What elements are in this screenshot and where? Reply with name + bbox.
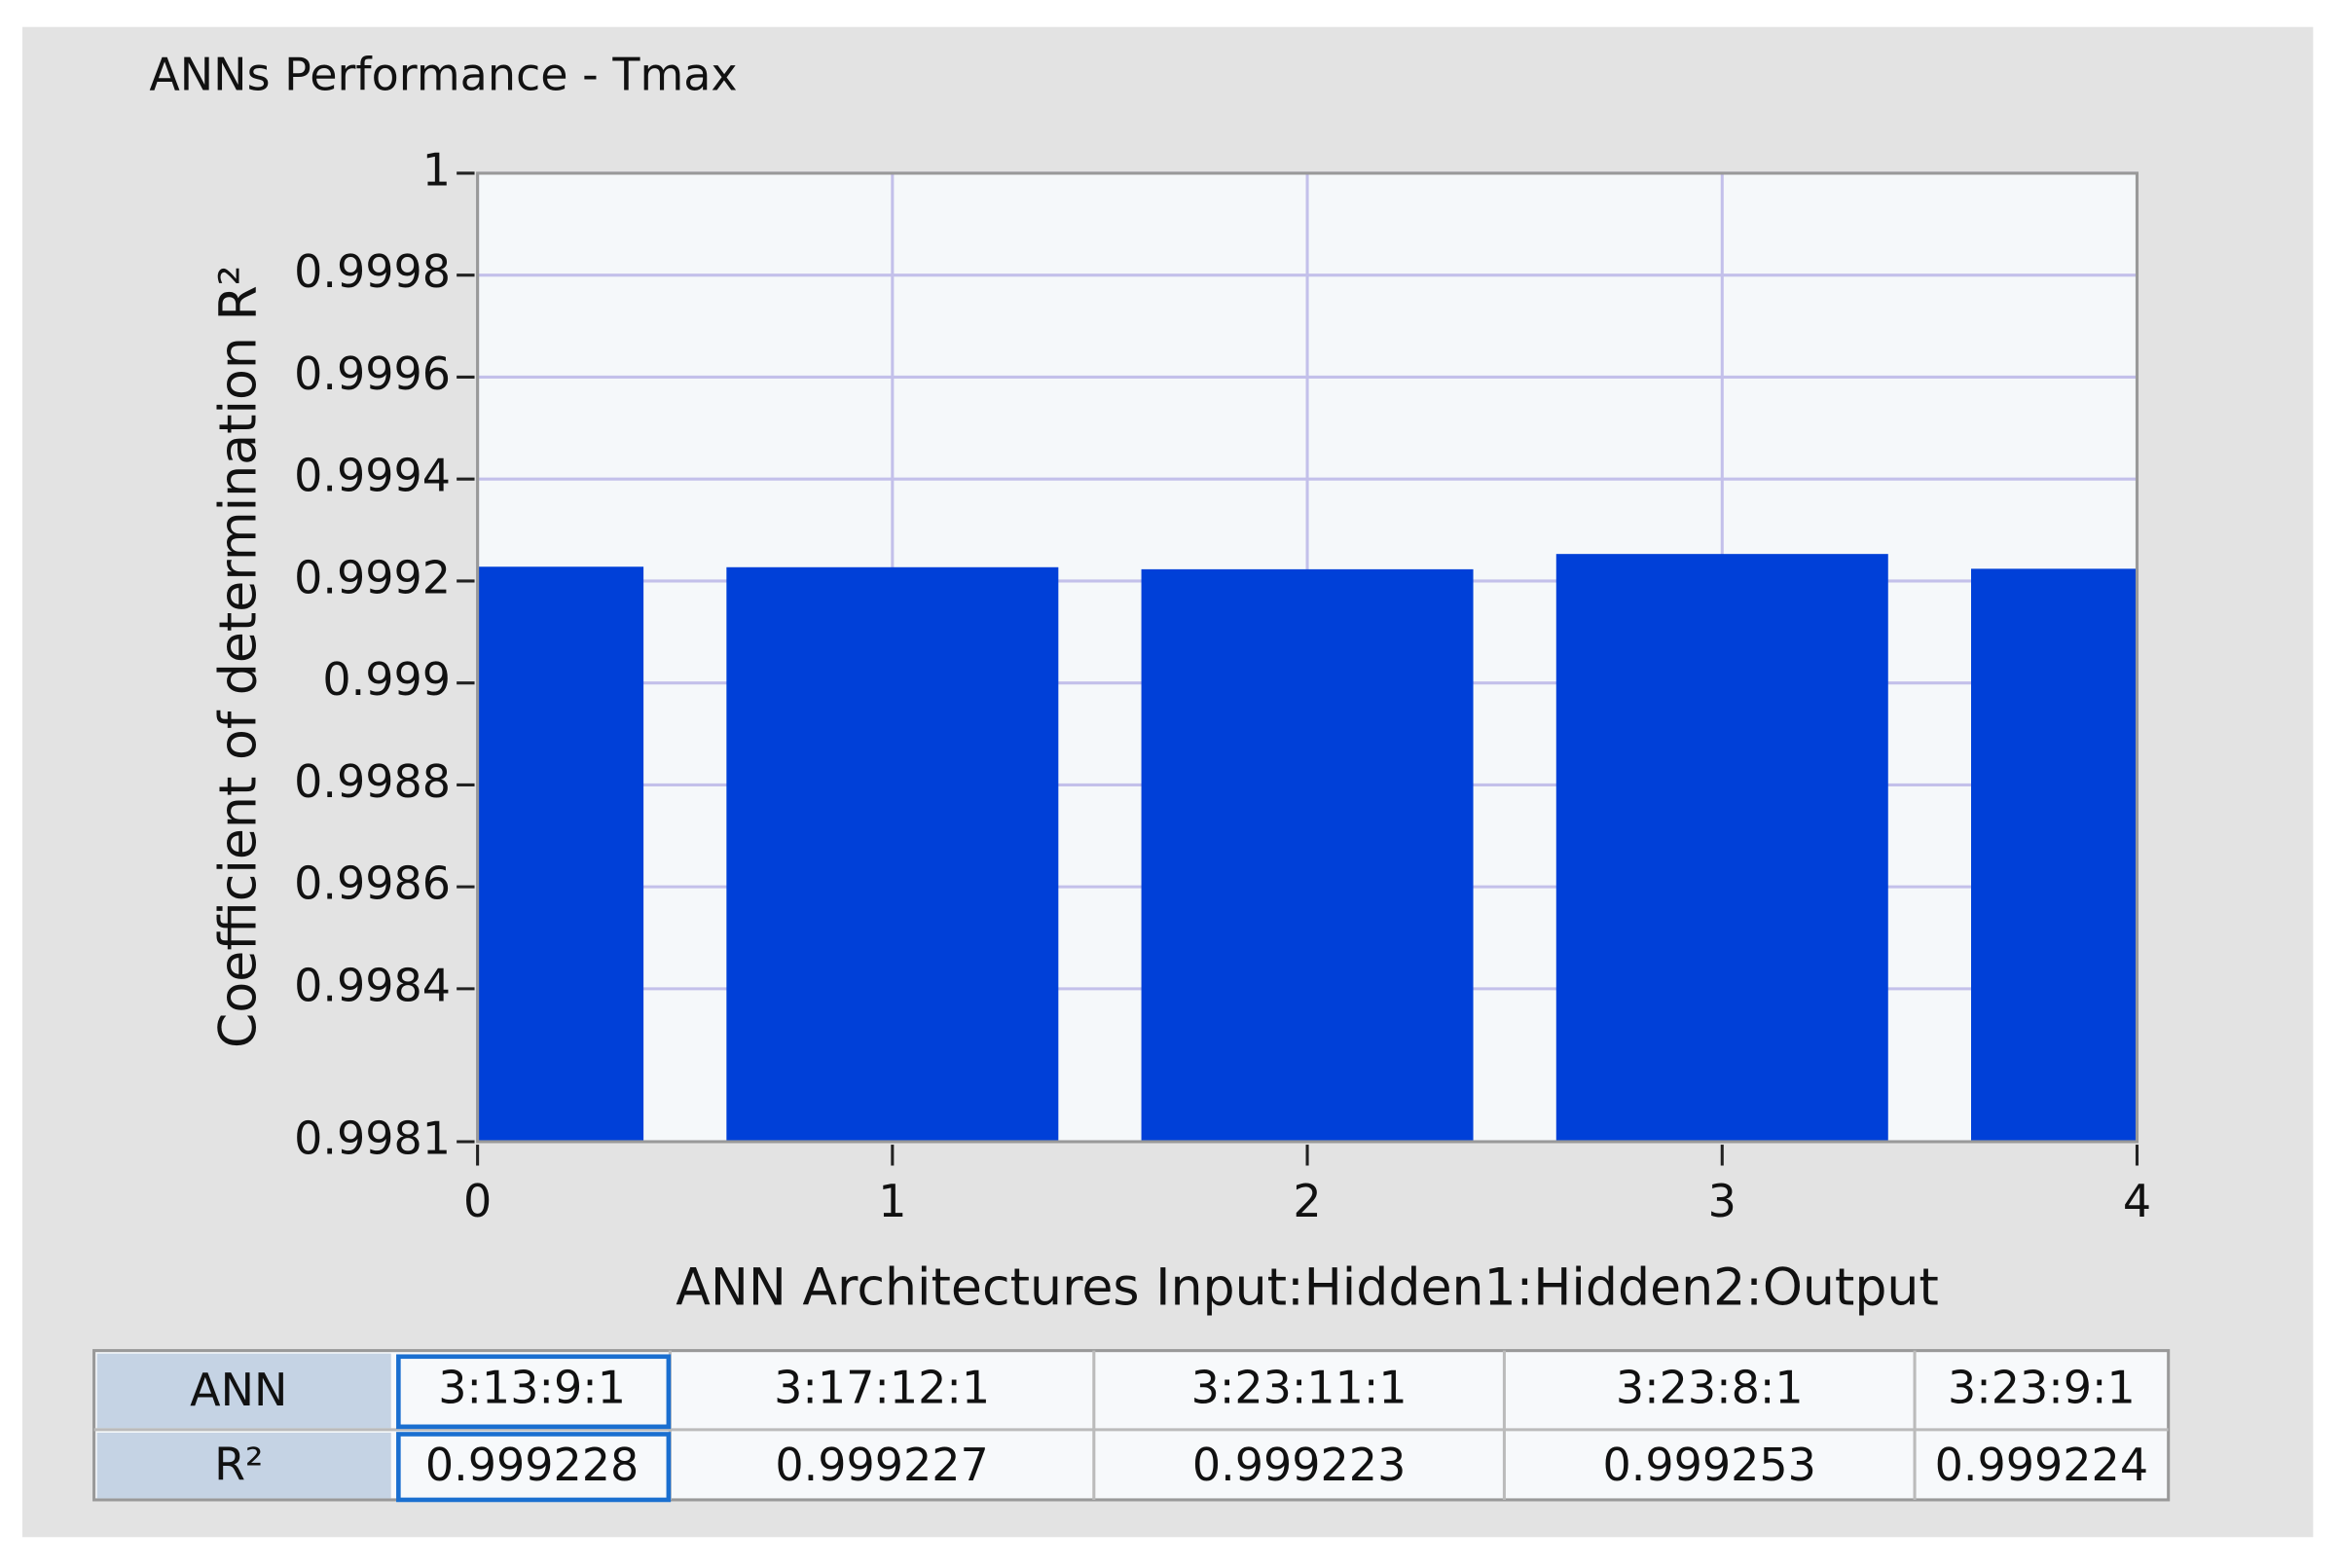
table-cell: 0.999228 xyxy=(425,1439,639,1491)
plot-frame xyxy=(476,171,2139,1144)
y-tick-label: 0.9998 xyxy=(294,245,451,298)
x-tick-label: 0 xyxy=(463,1175,492,1227)
table-cell: 3:23:11:1 xyxy=(1191,1362,1408,1414)
table-cell: 0.999223 xyxy=(1192,1439,1406,1491)
table: ANN R² 3:13:9:1 0.999228 3:17:12:1 0.999227 3:… xyxy=(92,1349,2171,1503)
y-axis-label: Coefficient of determination R² xyxy=(209,265,268,1048)
y-tick-label: 0.999 xyxy=(322,653,451,706)
x-tick-label: 3 xyxy=(1708,1175,1737,1227)
axes: 0.9981 0.9984 0.9986 0.9988 0.999 0.9992 0.999… xyxy=(294,143,2151,1226)
y-tick-label: 0.9981 xyxy=(294,1112,451,1164)
table-cell: 0.999253 xyxy=(1603,1439,1816,1491)
table-cell: 3:13:9:1 xyxy=(438,1362,626,1414)
selected-cell xyxy=(396,1354,672,1430)
y-tick-label: 1 xyxy=(422,143,451,196)
y-tick-label: 0.9988 xyxy=(294,755,451,808)
x-axis-label: ANN Architectures Input:Hidden1:Hidden2:… xyxy=(676,1258,1939,1317)
x-tick-label: 4 xyxy=(2123,1175,2151,1227)
row-header: ANN xyxy=(190,1364,287,1416)
y-tick-label: 0.9986 xyxy=(294,857,451,910)
bars xyxy=(477,554,2138,1142)
table-cell: 3:23:9:1 xyxy=(1948,1362,2136,1414)
y-tick-label: 0.9994 xyxy=(294,450,451,502)
y-tick-label: 0.9984 xyxy=(294,959,451,1011)
row-header-cell xyxy=(96,1432,391,1499)
x-tick-label: 1 xyxy=(878,1175,906,1227)
bar xyxy=(726,566,1059,1142)
table-cell: 0.999227 xyxy=(775,1439,988,1491)
y-tick-label: 0.9996 xyxy=(294,347,451,400)
chart-title: ANNs Performance - Tmax xyxy=(149,48,737,100)
y-tick-label: 0.9992 xyxy=(294,551,451,603)
bar xyxy=(1971,568,2138,1142)
bar xyxy=(1555,554,1888,1142)
row-header-cell xyxy=(96,1353,391,1429)
bar xyxy=(1141,568,1474,1142)
row-header: R² xyxy=(214,1438,263,1490)
bar xyxy=(477,566,644,1142)
x-tick-label: 2 xyxy=(1293,1175,1321,1227)
table-cell: 0.999224 xyxy=(1935,1439,2148,1491)
table-cell: 3:17:12:1 xyxy=(774,1362,990,1414)
table-cell: 3:23:8:1 xyxy=(1616,1362,1804,1414)
selected-cell xyxy=(396,1432,672,1503)
